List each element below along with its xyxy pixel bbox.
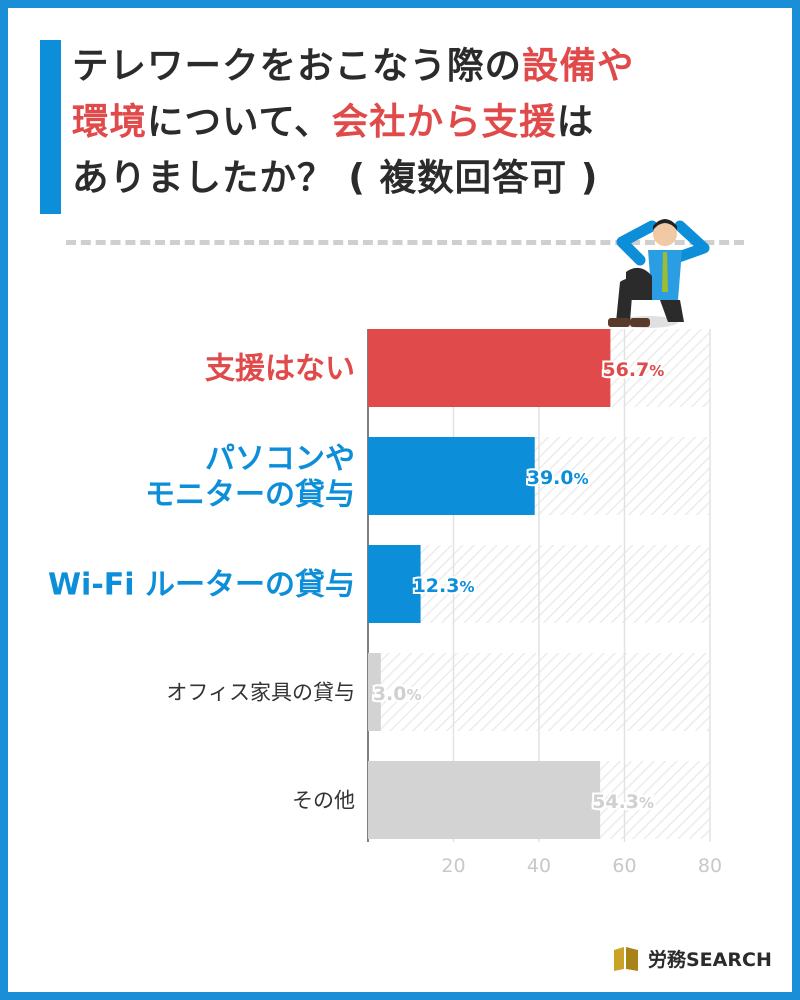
value-label: 54.3% bbox=[592, 791, 654, 813]
value-label: 3.0% bbox=[373, 683, 422, 705]
title-line2-plain: について、 bbox=[147, 100, 332, 143]
category-label: Wi-Fi ルーターの貸与 bbox=[48, 568, 355, 603]
bar bbox=[368, 329, 611, 407]
logo: 労務SEARCH bbox=[612, 940, 772, 976]
title-line2-tail: は bbox=[556, 100, 595, 143]
category-label: 支援はない bbox=[205, 352, 355, 387]
title-line3: ありましたか？ ( 複数回答可 ) bbox=[72, 156, 599, 199]
value-label: 12.3% bbox=[413, 575, 475, 597]
title-line2-highlight2: 会社から支援 bbox=[331, 100, 557, 143]
value-label: 39.0% bbox=[527, 467, 589, 489]
bar bbox=[368, 437, 535, 515]
category-label: パソコンやモニターの貸与 bbox=[145, 442, 355, 513]
x-tick-label: 20 bbox=[441, 855, 465, 877]
dashed-divider bbox=[66, 240, 744, 245]
x-tick-label: 80 bbox=[698, 855, 722, 877]
category-label: オフィス家具の貸与 bbox=[166, 680, 355, 704]
title-line1-plain: テレワークをおこなう際の bbox=[72, 44, 522, 87]
worried-businessman-illustration bbox=[608, 219, 710, 328]
value-label: 56.7% bbox=[602, 359, 664, 381]
logo-text: 労務SEARCH bbox=[648, 948, 772, 971]
category-label: その他 bbox=[292, 788, 355, 812]
bar bbox=[368, 653, 381, 731]
x-tick-label: 40 bbox=[527, 855, 551, 877]
page-title: テレワークをおこなう際の設備や 環境について、会社から支援は ありましたか？ (… bbox=[72, 38, 772, 206]
title-line2-highlight1: 環境 bbox=[72, 100, 147, 143]
title-accent-bar bbox=[40, 40, 61, 214]
logo-book-icon bbox=[614, 947, 638, 971]
bar bbox=[368, 545, 421, 623]
bar bbox=[368, 761, 601, 839]
x-tick-label: 60 bbox=[612, 855, 636, 877]
title-line1-highlight: 設備や bbox=[522, 44, 635, 87]
